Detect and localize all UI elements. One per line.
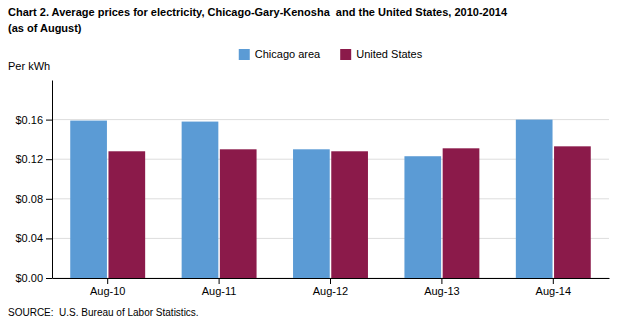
x-tick-mark bbox=[441, 278, 442, 284]
x-tick-mark bbox=[107, 278, 108, 284]
y-tick-mark bbox=[46, 278, 52, 279]
legend: Chicago area United States bbox=[239, 48, 423, 60]
x-tick: Aug-10 bbox=[90, 278, 125, 297]
bar bbox=[404, 156, 441, 278]
bar bbox=[182, 122, 219, 278]
legend-swatch bbox=[340, 49, 351, 60]
legend-label: United States bbox=[356, 48, 423, 60]
legend-swatch bbox=[239, 49, 250, 60]
bar-series bbox=[70, 120, 552, 278]
legend-label: Chicago area bbox=[255, 48, 321, 60]
x-tick-label: Aug-12 bbox=[313, 285, 348, 297]
x-tick: Aug-14 bbox=[536, 278, 571, 297]
y-tick-label: $0.08 bbox=[15, 193, 43, 205]
bar bbox=[108, 151, 145, 278]
x-tick-label: Aug-14 bbox=[536, 285, 571, 297]
y-tick-label: $0.12 bbox=[15, 153, 43, 165]
y-tick-label: $0.00 bbox=[15, 272, 43, 284]
x-tick-label: Aug-10 bbox=[90, 285, 125, 297]
bar-series bbox=[108, 146, 590, 278]
bar bbox=[70, 121, 107, 278]
y-tick: $0.00 bbox=[15, 272, 52, 284]
subtitle: (as of August) bbox=[8, 22, 82, 34]
x-tick: Aug-13 bbox=[424, 278, 459, 297]
y-axis-title: Per kWh bbox=[8, 60, 50, 72]
y-tick: $0.08 bbox=[15, 193, 52, 205]
x-tick: Aug-12 bbox=[313, 278, 348, 297]
y-tick-mark bbox=[46, 238, 52, 239]
y-tick-label: $0.04 bbox=[15, 232, 43, 244]
x-tick: Aug-11 bbox=[202, 278, 237, 297]
x-axis: Aug-10 Aug-11 Aug-12 Aug-13 Aug-14 bbox=[53, 278, 610, 297]
chart: Chart 2. Average prices for electricity,… bbox=[0, 0, 623, 322]
y-tick: $0.04 bbox=[15, 232, 52, 244]
title: Chart 2. Average prices for electricity,… bbox=[8, 6, 508, 18]
y-tick-mark bbox=[46, 159, 52, 160]
grid bbox=[52, 120, 609, 278]
bar bbox=[554, 146, 591, 278]
bar bbox=[293, 149, 330, 278]
bar bbox=[443, 148, 480, 278]
x-tick-mark bbox=[330, 278, 331, 284]
y-axis-line bbox=[52, 81, 53, 279]
x-tick-label: Aug-13 bbox=[424, 285, 459, 297]
y-axis: $0.00 $0.04 $0.08 $0.12 $0.16 bbox=[15, 81, 52, 285]
y-tick: $0.16 bbox=[15, 114, 52, 126]
y-tick-mark bbox=[46, 199, 52, 200]
y-tick: $0.12 bbox=[15, 153, 52, 165]
y-tick-label: $0.16 bbox=[15, 114, 43, 126]
bar bbox=[331, 151, 368, 278]
bar bbox=[220, 149, 257, 278]
x-tick-label: Aug-11 bbox=[202, 285, 237, 297]
annotation: SOURCE: U.S. Bureau of Labor Statistics. bbox=[8, 307, 199, 318]
x-tick-mark bbox=[219, 278, 220, 284]
bar bbox=[516, 120, 553, 278]
x-tick-mark bbox=[553, 278, 554, 284]
legend-item: United States bbox=[340, 48, 423, 60]
y-tick-mark bbox=[46, 120, 52, 121]
bars bbox=[70, 120, 591, 278]
legend-item: Chicago area bbox=[239, 48, 321, 60]
